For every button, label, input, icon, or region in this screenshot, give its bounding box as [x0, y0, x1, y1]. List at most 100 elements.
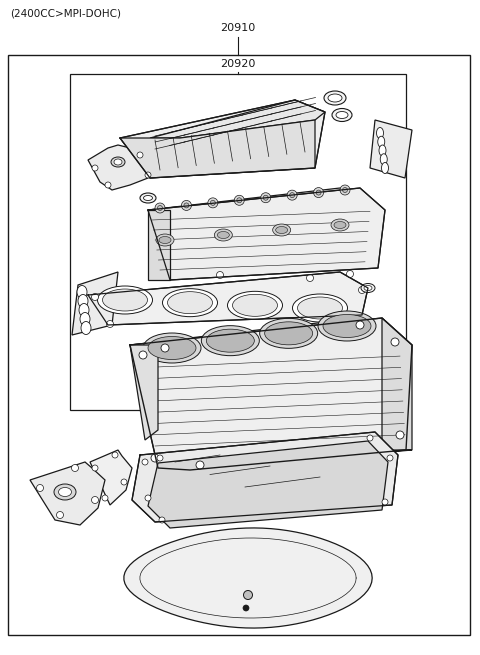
Ellipse shape: [114, 159, 122, 165]
Text: 20920: 20920: [220, 59, 256, 69]
Ellipse shape: [78, 295, 88, 307]
Circle shape: [181, 200, 192, 210]
Circle shape: [234, 195, 244, 205]
Polygon shape: [132, 432, 398, 522]
Ellipse shape: [80, 312, 90, 326]
Ellipse shape: [54, 484, 76, 500]
Circle shape: [155, 203, 165, 213]
Circle shape: [92, 165, 98, 171]
Ellipse shape: [111, 157, 125, 167]
Circle shape: [387, 455, 393, 461]
Circle shape: [237, 198, 242, 203]
Polygon shape: [90, 450, 132, 505]
Polygon shape: [124, 528, 372, 628]
Ellipse shape: [143, 333, 201, 363]
Circle shape: [343, 187, 348, 193]
Polygon shape: [72, 272, 118, 335]
Ellipse shape: [103, 289, 147, 311]
Circle shape: [161, 344, 169, 352]
Bar: [70, 74, 406, 410]
Circle shape: [159, 517, 165, 523]
Polygon shape: [148, 210, 170, 280]
Ellipse shape: [328, 94, 342, 102]
Circle shape: [347, 271, 353, 278]
Polygon shape: [150, 100, 325, 138]
Circle shape: [112, 452, 118, 458]
Circle shape: [340, 185, 350, 195]
Circle shape: [139, 351, 147, 359]
Polygon shape: [148, 188, 368, 220]
Ellipse shape: [260, 318, 318, 348]
Ellipse shape: [217, 231, 229, 238]
Ellipse shape: [77, 286, 87, 299]
Polygon shape: [382, 318, 412, 450]
Circle shape: [263, 195, 268, 200]
Ellipse shape: [273, 224, 291, 236]
Circle shape: [359, 286, 365, 293]
Polygon shape: [30, 462, 105, 525]
Ellipse shape: [361, 284, 375, 293]
Polygon shape: [88, 272, 368, 325]
Circle shape: [287, 190, 297, 200]
Circle shape: [145, 495, 151, 501]
Circle shape: [356, 321, 364, 329]
Circle shape: [391, 338, 399, 346]
Ellipse shape: [156, 234, 174, 246]
Circle shape: [316, 190, 321, 195]
Ellipse shape: [376, 128, 384, 138]
Circle shape: [208, 198, 218, 208]
Circle shape: [102, 495, 108, 501]
Circle shape: [142, 459, 148, 465]
Polygon shape: [130, 318, 412, 470]
Ellipse shape: [323, 314, 371, 337]
Ellipse shape: [59, 487, 72, 496]
Ellipse shape: [215, 229, 232, 241]
Circle shape: [243, 605, 249, 611]
Ellipse shape: [364, 286, 372, 291]
Ellipse shape: [79, 303, 89, 316]
Ellipse shape: [336, 111, 348, 119]
Circle shape: [121, 479, 127, 485]
Ellipse shape: [140, 193, 156, 203]
Circle shape: [243, 591, 252, 599]
Ellipse shape: [380, 154, 387, 165]
Circle shape: [313, 187, 324, 198]
Circle shape: [151, 454, 159, 462]
Polygon shape: [370, 120, 412, 178]
Circle shape: [289, 193, 295, 198]
Ellipse shape: [298, 297, 343, 319]
Circle shape: [57, 512, 63, 519]
Polygon shape: [120, 120, 315, 178]
Circle shape: [107, 320, 113, 328]
Ellipse shape: [324, 91, 346, 105]
Circle shape: [367, 435, 373, 441]
Circle shape: [382, 499, 388, 505]
Circle shape: [307, 274, 313, 282]
Ellipse shape: [206, 329, 254, 352]
Ellipse shape: [97, 286, 153, 314]
Ellipse shape: [144, 195, 153, 200]
Circle shape: [92, 496, 98, 504]
Ellipse shape: [148, 337, 196, 360]
Ellipse shape: [382, 162, 388, 174]
Ellipse shape: [232, 294, 277, 316]
Circle shape: [137, 152, 143, 158]
Ellipse shape: [201, 326, 259, 356]
Ellipse shape: [81, 322, 91, 335]
Ellipse shape: [318, 311, 376, 341]
Ellipse shape: [332, 109, 352, 121]
Polygon shape: [88, 145, 155, 190]
Circle shape: [72, 464, 79, 472]
Circle shape: [36, 485, 44, 491]
Ellipse shape: [331, 219, 349, 231]
Polygon shape: [120, 100, 325, 178]
Circle shape: [157, 206, 163, 210]
Polygon shape: [148, 441, 388, 528]
Ellipse shape: [159, 236, 171, 244]
Polygon shape: [158, 450, 412, 470]
Ellipse shape: [276, 227, 288, 233]
Circle shape: [92, 465, 98, 471]
Bar: [8, 55, 470, 635]
Ellipse shape: [292, 294, 348, 322]
Ellipse shape: [264, 322, 312, 345]
